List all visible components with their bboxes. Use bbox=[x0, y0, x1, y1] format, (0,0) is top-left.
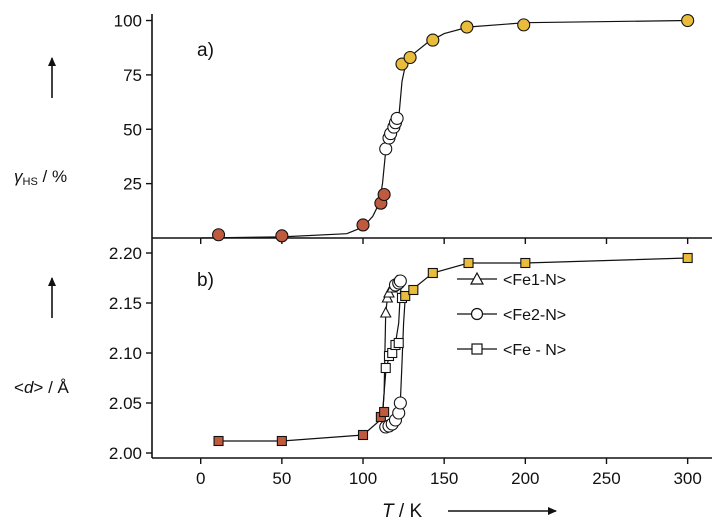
data-point bbox=[408, 284, 419, 296]
data-point bbox=[393, 274, 407, 288]
y-tick-label-a: 100 bbox=[114, 12, 142, 31]
x-tick-label: 0 bbox=[196, 469, 205, 488]
legend-label-fe1: <Fe1-N> bbox=[503, 272, 566, 289]
legend-label-fe: <Fe - N> bbox=[503, 342, 566, 359]
legend-square-icon bbox=[471, 343, 483, 355]
y-tick-label-a: 75 bbox=[123, 66, 142, 85]
data-point bbox=[213, 435, 224, 447]
y-tick-label-a: 50 bbox=[123, 120, 142, 139]
data-point bbox=[463, 257, 474, 269]
x-tick-label: 150 bbox=[430, 469, 458, 488]
legend-item-fe: <Fe - N> bbox=[457, 342, 566, 359]
series-line-a bbox=[200, 19, 688, 239]
svg-text:<d> / Å: <d> / Å bbox=[14, 378, 70, 397]
data-point bbox=[393, 337, 404, 349]
data-point bbox=[517, 18, 531, 32]
x-label: T / K bbox=[382, 501, 557, 522]
series-line-b-0 bbox=[218, 280, 401, 442]
plot-layer: 25 50 75 100 2.00 2.05 2.10 2.15 2.20 0 50 100 150 20… bbox=[109, 12, 702, 488]
data-point bbox=[276, 435, 287, 447]
y-tick-label-b: 2.10 bbox=[109, 344, 142, 363]
x-label-symbol: T bbox=[382, 501, 395, 522]
svg-text:γHS / %: γHS / % bbox=[14, 167, 67, 188]
legend-circle-icon bbox=[470, 307, 484, 321]
data-point bbox=[403, 50, 417, 65]
legend-item-fe2: <Fe2-N> bbox=[457, 307, 566, 324]
x-label-unit: / K bbox=[394, 501, 423, 522]
panel-b-tag: b) bbox=[197, 270, 214, 291]
y-label-a-symbol: γ bbox=[14, 167, 24, 186]
data-point bbox=[390, 111, 404, 125]
data-point bbox=[379, 306, 392, 318]
y-tick-label-b: 2.05 bbox=[109, 394, 142, 413]
y-label-b-unit: / Å bbox=[43, 378, 69, 397]
data-point bbox=[275, 229, 289, 243]
data-point bbox=[212, 228, 226, 242]
y-tick-label-b: 2.15 bbox=[109, 294, 142, 313]
x-tick-label: 250 bbox=[592, 469, 620, 488]
legend-item-fe1: <Fe1-N> bbox=[457, 271, 566, 289]
y-label-b: <d> / Å bbox=[14, 277, 70, 397]
x-tick-label: 200 bbox=[511, 469, 539, 488]
data-point bbox=[426, 33, 440, 47]
legend-triangle-icon bbox=[469, 271, 485, 285]
x-tick-label: 100 bbox=[349, 469, 377, 488]
y-label-a-subscript: HS bbox=[23, 176, 38, 188]
y-label-b-symbol: d bbox=[24, 378, 34, 397]
data-point bbox=[427, 267, 438, 279]
data-point bbox=[377, 187, 391, 202]
x-tick-label: 50 bbox=[272, 469, 291, 488]
data-point bbox=[393, 396, 407, 410]
y-label-b-right: > bbox=[33, 378, 43, 397]
data-point bbox=[379, 142, 393, 156]
y-label-a-unit: / % bbox=[38, 167, 67, 186]
panel-b-axes bbox=[151, 237, 712, 459]
data-point bbox=[520, 257, 531, 269]
data-point bbox=[357, 429, 369, 441]
panel-a-tag: a) bbox=[197, 40, 214, 61]
data-point bbox=[460, 20, 474, 34]
data-point bbox=[356, 218, 370, 232]
legend-label-fe2: <Fe2-N> bbox=[503, 307, 566, 324]
y-tick-label-b: 2.00 bbox=[109, 444, 142, 463]
data-point bbox=[400, 290, 411, 302]
y-tick-label-a: 25 bbox=[123, 175, 142, 194]
legend: <Fe1-N> <Fe2-N> <Fe - N> bbox=[457, 271, 566, 359]
data-point bbox=[681, 13, 695, 28]
y-tick-label-b: 2.20 bbox=[109, 244, 142, 263]
x-tick-label: 300 bbox=[673, 469, 701, 488]
data-point bbox=[380, 362, 391, 374]
data-point bbox=[379, 406, 390, 418]
y-label-a: γHS / % bbox=[14, 57, 67, 188]
svg-text:T / K: T / K bbox=[382, 501, 422, 522]
data-point bbox=[682, 252, 693, 264]
y-label-b-left: < bbox=[14, 378, 24, 397]
